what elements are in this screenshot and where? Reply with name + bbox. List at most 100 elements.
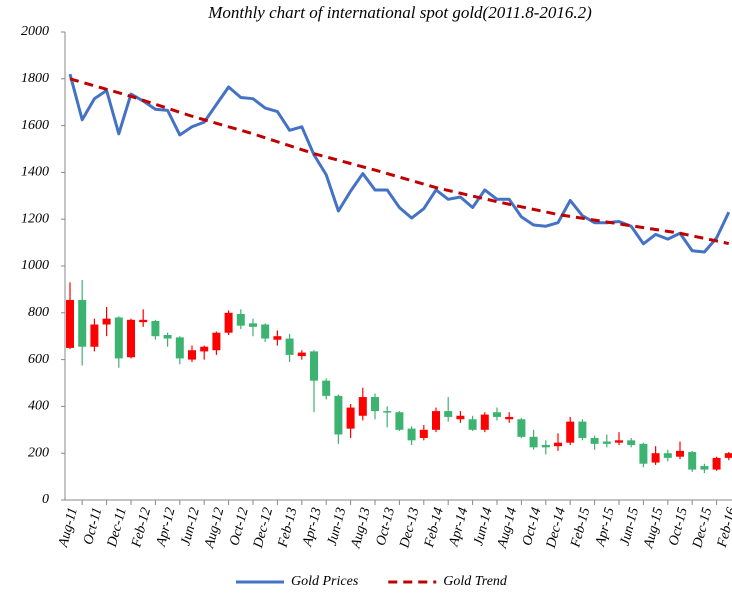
candle-body (663, 453, 672, 458)
x-tick-label: Aug-11 (56, 506, 81, 550)
candle-body (590, 437, 599, 444)
candle-body (529, 436, 538, 448)
y-tick-label: 1200 (21, 211, 49, 226)
candle-body (358, 397, 367, 416)
x-tick-label: Jun-14 (471, 506, 496, 547)
x-tick-label: Oct-14 (520, 506, 545, 547)
y-tick-label: 1000 (21, 258, 49, 273)
x-tick-label: Oct-11 (81, 506, 105, 546)
x-tick-label: Apr-14 (446, 506, 471, 549)
x-tick-label: Feb-13 (275, 506, 300, 550)
candle-body (517, 419, 526, 437)
price-line (68, 73, 731, 254)
x-tick-label: Feb-14 (422, 506, 447, 550)
x-tick-label: Jun-12 (178, 506, 203, 547)
candle-body (371, 397, 379, 412)
x-tick-label: Apr-15 (593, 506, 618, 549)
candle-body (444, 411, 453, 417)
candle-body (676, 450, 684, 457)
candle-body (700, 466, 709, 470)
candle-body (432, 411, 440, 430)
y-tick-label: 800 (28, 305, 49, 320)
candle-body (200, 346, 209, 352)
chart-title: Monthly chart of international spot gold… (207, 3, 592, 22)
candle-body (419, 429, 428, 438)
candle-body (468, 419, 477, 430)
candle-body (66, 299, 74, 348)
candle-body (163, 335, 172, 339)
x-tick-label: Aug-15 (641, 506, 666, 551)
candle-body (236, 313, 245, 326)
candle-body (639, 443, 648, 464)
candle-body (566, 421, 575, 443)
candle-body (310, 351, 318, 381)
candle-body (261, 324, 270, 339)
y-tick-label: 400 (28, 399, 49, 414)
legend-label: Gold Prices (291, 574, 359, 589)
x-tick-label: Dec-13 (397, 506, 422, 551)
x-tick-label: Jun-15 (618, 506, 643, 547)
y-tick-label: 1600 (21, 118, 49, 133)
candle-body (188, 350, 196, 360)
x-tick-label: Feb-12 (129, 506, 154, 550)
x-tick-label: Dec-15 (690, 506, 715, 551)
x-tick-label: Oct-12 (227, 506, 252, 547)
trend-line (69, 77, 730, 246)
candle-body (346, 407, 355, 429)
candle-body (651, 453, 660, 463)
candle-body (627, 440, 636, 446)
y-tick-label: 0 (42, 492, 49, 507)
candle-body (712, 457, 721, 470)
y-tick-label: 2000 (21, 24, 49, 39)
candle-body (212, 332, 221, 351)
candle-body (249, 323, 257, 327)
candle-body (114, 317, 123, 359)
candle-body (395, 412, 404, 430)
candle-body (78, 299, 87, 347)
x-tick-label: Feb-16 (715, 506, 732, 550)
candle-body (456, 415, 465, 420)
x-tick-label: Apr-13 (300, 506, 325, 549)
candle-body (554, 442, 562, 447)
candle-body (407, 428, 416, 441)
candle-body (541, 445, 550, 448)
candle-body (505, 416, 514, 420)
candle-body (224, 312, 233, 333)
candle-body (688, 452, 697, 470)
y-tick-label: 1400 (21, 165, 49, 180)
candle-body (127, 319, 135, 358)
candle-body (139, 319, 148, 323)
x-tick-label: Jun-13 (325, 506, 350, 547)
candle-body (334, 395, 343, 435)
x-tick-label: Dec-11 (105, 506, 130, 550)
x-tick-label: Dec-14 (544, 506, 569, 551)
candle-body (322, 380, 331, 396)
x-tick-label: Aug-14 (495, 506, 520, 551)
candle-body (615, 440, 623, 443)
candle-body (175, 337, 184, 359)
x-tick-label: Aug-13 (348, 506, 373, 551)
x-tick-label: Dec-12 (251, 506, 276, 551)
x-tick-label: Oct-13 (374, 506, 399, 547)
candle-body (578, 421, 587, 438)
x-tick-label: Apr-12 (154, 506, 179, 549)
x-tick-label: Aug-12 (202, 506, 227, 551)
legend-label: Gold Trend (443, 574, 508, 589)
candle-body (273, 336, 282, 340)
candle-body (285, 338, 294, 355)
x-tick-label: Feb-15 (568, 506, 593, 550)
candle-body (480, 414, 489, 430)
candle-body (297, 352, 306, 357)
candle-body (102, 318, 111, 325)
y-tick-label: 1800 (21, 71, 49, 86)
candle-body (383, 411, 392, 413)
y-tick-label: 600 (28, 352, 49, 367)
candle-body (724, 453, 732, 458)
candle-body (602, 441, 611, 444)
candle-body (151, 320, 160, 337)
x-tick-label: Oct-15 (666, 506, 691, 547)
candle-body (493, 412, 501, 417)
candle-body (90, 324, 99, 347)
